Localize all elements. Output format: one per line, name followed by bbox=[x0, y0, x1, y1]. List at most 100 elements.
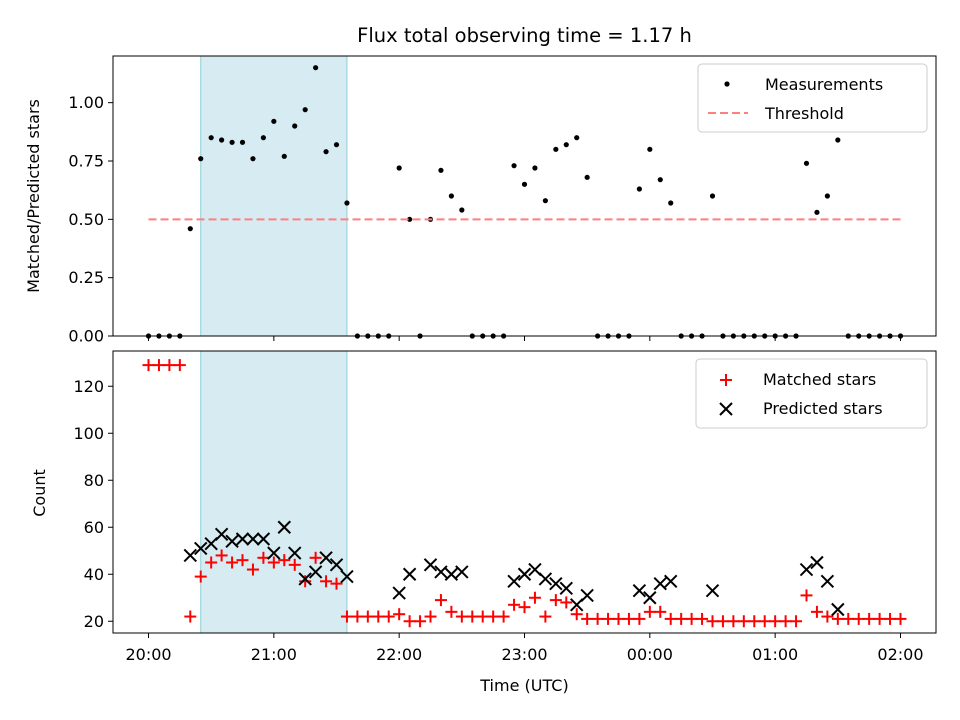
predicted-stars-point bbox=[329, 558, 344, 572]
matched-stars-point bbox=[476, 610, 489, 623]
top-x-axis-ticks bbox=[148, 336, 901, 341]
bottom-highlight-span bbox=[200, 350, 348, 634]
matched-stars-point bbox=[602, 612, 615, 625]
matched-stars-point bbox=[299, 575, 312, 588]
matched-stars-point bbox=[810, 605, 823, 618]
measurements-point bbox=[396, 165, 402, 171]
matched-stars-point bbox=[873, 612, 886, 625]
x-tick-label: 23:00 bbox=[501, 645, 547, 664]
predicted-stars-point bbox=[246, 532, 260, 546]
measurements-point bbox=[407, 216, 413, 222]
legend-label-predicted-stars: Predicted stars bbox=[763, 399, 883, 418]
matched-stars-point bbox=[466, 610, 479, 623]
bottom-x-axis-ticks: 20:00 21:00 22:00 23:00 00:00 01:00 02:00 bbox=[125, 633, 924, 664]
bottom-panel: 20 40 60 80 100 120 20:00 21:00 22:00 23:00 00:00… bbox=[30, 350, 937, 695]
bottom-y-tick-label: 60 bbox=[84, 518, 104, 537]
predicted-stars-point bbox=[308, 565, 323, 579]
matched-stars-point bbox=[508, 598, 521, 611]
matched-stars-point bbox=[215, 549, 228, 562]
measurements-point bbox=[281, 153, 287, 159]
measurements-point bbox=[448, 193, 454, 199]
predicted-stars-point bbox=[517, 567, 532, 581]
matched-stars-point bbox=[393, 608, 406, 621]
matched-stars-point bbox=[267, 556, 280, 569]
measurements-point bbox=[208, 135, 214, 141]
bottom-y-tick-label: 100 bbox=[73, 424, 104, 443]
top-y-axis-ticks: 0.00 0.25 0.50 0.75 1.00 bbox=[68, 93, 113, 346]
matched-stars-point bbox=[821, 610, 834, 623]
measurements-point bbox=[532, 165, 538, 171]
measurements-point bbox=[239, 139, 246, 145]
measurements-point bbox=[542, 198, 548, 204]
matched-stars-point bbox=[382, 610, 395, 623]
top-legend: Measurements Threshold bbox=[697, 63, 928, 133]
matched-stars-point bbox=[863, 612, 876, 625]
measurements-point bbox=[198, 156, 204, 162]
matched-stars-point bbox=[696, 612, 709, 625]
measurements-point bbox=[260, 135, 266, 141]
predicted-stars-point bbox=[288, 546, 302, 560]
legend-marker-predicted-stars bbox=[719, 402, 733, 416]
matched-stars-point bbox=[257, 551, 270, 564]
measurements-point bbox=[824, 193, 830, 199]
measurements-point bbox=[459, 207, 465, 213]
matched-stars-point bbox=[309, 551, 322, 564]
legend-marker-measurements bbox=[724, 81, 730, 87]
bottom-legend-box bbox=[695, 358, 928, 429]
matched-stars-point bbox=[664, 612, 677, 625]
bottom-y-tick-label: 40 bbox=[84, 565, 104, 584]
bottom-y-tick-label: 20 bbox=[84, 612, 104, 631]
matched-stars-point bbox=[445, 605, 458, 618]
matched-stars-point bbox=[769, 615, 782, 628]
measurements-point bbox=[219, 137, 225, 143]
measurements-point bbox=[553, 146, 559, 152]
predicted-stars-point bbox=[214, 527, 229, 542]
top-highlight-span bbox=[200, 55, 348, 337]
measurements-point bbox=[668, 200, 674, 206]
predicted-stars-point bbox=[632, 583, 647, 598]
matched-stars-point bbox=[716, 615, 729, 628]
measurements-point bbox=[313, 65, 319, 71]
predicted-stars-point bbox=[235, 532, 250, 546]
matched-stars-point bbox=[884, 612, 897, 625]
predicted-stars-point bbox=[820, 574, 835, 589]
matched-stars-point bbox=[842, 612, 855, 625]
matched-stars-point bbox=[403, 615, 416, 628]
bottom-y-axis-label: Count bbox=[30, 469, 49, 517]
matched-stars-point bbox=[361, 610, 374, 623]
matched-stars-point bbox=[518, 601, 531, 614]
top-panel: 0.00 0.25 0.50 0.75 1.00 Flux total observin… bbox=[24, 24, 937, 346]
measurements-point bbox=[511, 163, 517, 169]
matched-stars-point bbox=[320, 575, 333, 588]
matched-stars-point bbox=[455, 610, 468, 623]
x-axis-label: Time (UTC) bbox=[479, 676, 568, 695]
matched-stars-point bbox=[790, 615, 803, 628]
matched-stars-point bbox=[622, 612, 635, 625]
matched-stars-point bbox=[497, 610, 510, 623]
matched-stars-point bbox=[487, 610, 500, 623]
matched-stars-point bbox=[372, 610, 385, 623]
predicted-stars-point bbox=[402, 567, 417, 581]
matched-stars-point bbox=[184, 610, 197, 623]
matched-stars-point bbox=[852, 612, 865, 625]
measurements-point bbox=[292, 123, 298, 129]
predicted-stars-point bbox=[643, 591, 657, 605]
measurements-point bbox=[250, 156, 256, 162]
matched-stars-point bbox=[894, 612, 907, 625]
matched-stars-point bbox=[152, 359, 165, 372]
matched-stars-point bbox=[434, 594, 447, 607]
predicted-stars-point bbox=[392, 586, 406, 600]
predicted-stars-point bbox=[340, 569, 354, 584]
predicted-stars-point bbox=[194, 541, 208, 556]
predicted-stars-point bbox=[455, 565, 469, 579]
matched-stars-point bbox=[591, 612, 604, 625]
x-tick-label: 21:00 bbox=[251, 645, 297, 664]
measurements-point bbox=[302, 107, 308, 113]
predicted-stars-point bbox=[256, 532, 271, 546]
bottom-y-axis-ticks: 20 40 60 80 100 120 bbox=[73, 377, 113, 631]
top-y-axis-label: Matched/Predicted stars bbox=[24, 99, 43, 293]
matched-stars-point bbox=[581, 612, 594, 625]
predicted-stars-point bbox=[664, 574, 678, 589]
top-y-tick-label: 0.00 bbox=[68, 327, 104, 346]
predicted-stars-point bbox=[225, 534, 239, 549]
